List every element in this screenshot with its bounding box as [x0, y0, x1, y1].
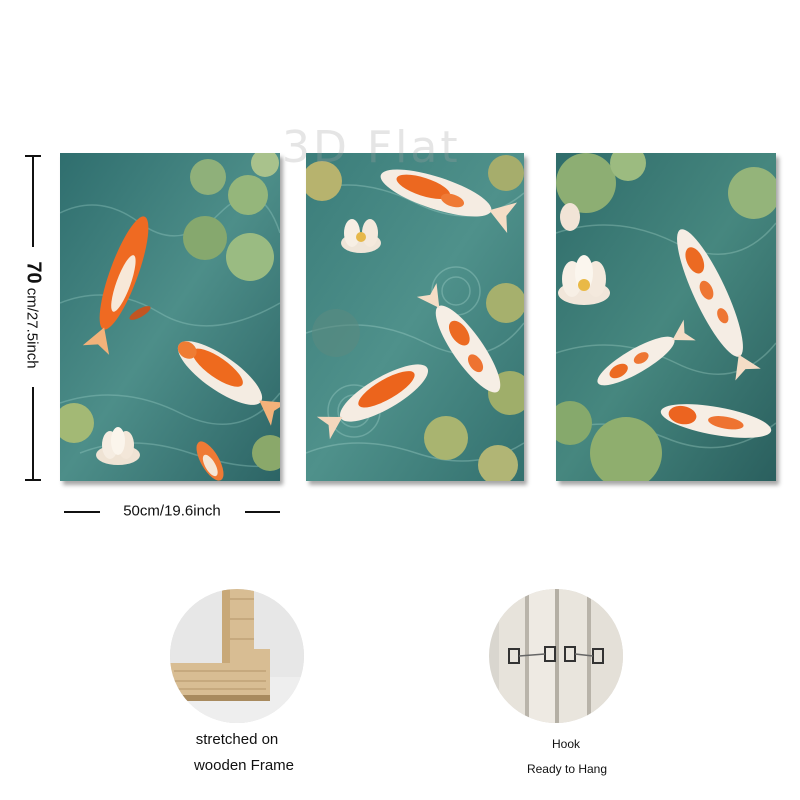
koi-fish: [597, 319, 696, 386]
width-line-left: [64, 511, 100, 513]
width-label: 50cm/19.6inch: [123, 502, 221, 520]
wooden-frame-photo: [170, 589, 304, 723]
koi-fish: [129, 306, 151, 320]
koi-pond-left-art: [60, 153, 280, 481]
height-label: 70 cm/27.5inch: [22, 261, 45, 368]
koi-fish: [416, 283, 501, 393]
canvas-panel-left: [60, 153, 280, 481]
frame-caption-line2: wooden Frame: [193, 757, 295, 774]
lily-pads: [556, 153, 776, 481]
lotus-flower: [341, 219, 381, 253]
canvas-panel-middle: [306, 153, 524, 481]
height-line-top: [32, 155, 34, 247]
koi-pond-middle-art: [306, 153, 524, 481]
height-dimension: 70 cm/27.5inch: [18, 155, 48, 481]
canvas-panel-right: [556, 153, 776, 481]
koi-fish: [677, 229, 761, 381]
koi-fish: [380, 169, 518, 233]
height-unit: cm/27.5inch: [23, 287, 41, 369]
height-value: 70: [22, 261, 45, 284]
koi-fish: [82, 216, 149, 355]
koi-fish: [660, 404, 772, 438]
height-line-bottom: [32, 387, 34, 481]
koi-fish: [177, 341, 280, 426]
hook-photo: [489, 589, 623, 723]
height-tick-bottom: [25, 479, 41, 481]
hook-caption-line1: Hook: [551, 737, 581, 751]
koi-pond-right-art: [556, 153, 776, 481]
lily-pads: [306, 155, 524, 481]
lotus-flower: [558, 203, 610, 305]
lotus-flower: [96, 427, 140, 465]
koi-fish: [316, 364, 429, 440]
hook-caption-line2: Ready to Hang: [526, 762, 608, 776]
koi-fish: [196, 441, 224, 481]
width-line-right: [245, 511, 280, 513]
width-dimension: 50cm/19.6inch: [64, 500, 280, 522]
lily-pads: [60, 153, 280, 471]
frame-caption-line1: stretched on: [195, 731, 279, 748]
